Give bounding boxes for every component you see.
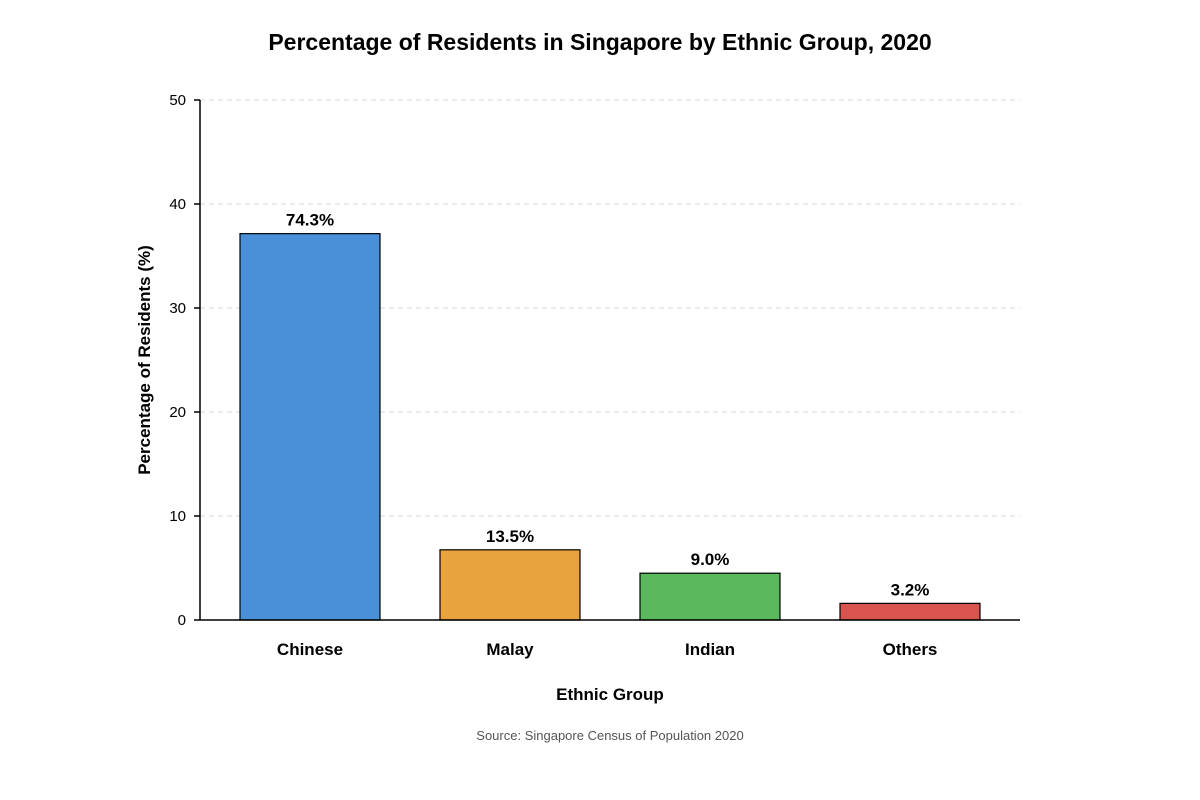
y-tick-label: 0 <box>178 612 186 629</box>
y-tick-label: 50 <box>169 92 186 109</box>
y-tick-label: 30 <box>169 300 186 317</box>
x-axis-ticks: Chinese Malay Indian Others <box>277 640 937 659</box>
bar-chinese <box>239 233 381 621</box>
x-tick-label-indian: Indian <box>685 640 735 659</box>
data-label-chinese: 74.3% <box>286 211 334 230</box>
y-tick-label: 20 <box>169 404 186 421</box>
x-tick-label-malay: Malay <box>486 640 534 659</box>
bar-others <box>839 602 981 621</box>
source-note: Source: Singapore Census of Population 2… <box>476 728 743 743</box>
y-tick-label: 40 <box>169 196 186 213</box>
x-tick-label-chinese: Chinese <box>277 640 343 659</box>
bars-layer <box>239 233 981 621</box>
y-tick-label: 10 <box>169 508 186 525</box>
bar-malay <box>439 549 581 621</box>
y-axis-ticks: 0 10 20 30 40 50 <box>169 92 200 629</box>
x-tick-label-others: Others <box>883 640 938 659</box>
data-label-others: 3.2% <box>891 580 930 599</box>
data-labels-layer: 74.3% 13.5% 9.0% 3.2% <box>286 211 929 600</box>
x-axis-label: Ethnic Group <box>556 685 664 704</box>
bar-indian <box>639 572 781 621</box>
chart-title: Percentage of Residents in Singapore by … <box>268 29 931 55</box>
data-label-indian: 9.0% <box>691 550 730 569</box>
data-label-malay: 13.5% <box>486 527 534 546</box>
y-axis-label: Percentage of Residents (%) <box>135 245 154 475</box>
